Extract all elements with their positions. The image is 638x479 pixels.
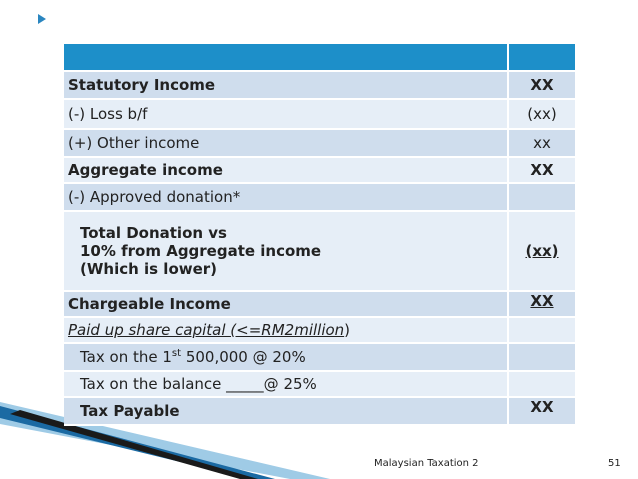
table-row: (-) Approved donation*	[64, 183, 577, 212]
header-cell-right	[508, 44, 577, 72]
table-row: Total Donation vs 10% from Aggregate inc…	[64, 211, 577, 292]
donation-comparison-label: Total Donation vs 10% from Aggregate inc…	[64, 211, 509, 292]
table-row: Tax on the balance _____@ 25%	[64, 371, 577, 398]
table-row: Statutory Income XX	[64, 71, 577, 100]
row-label-sup: st	[171, 348, 182, 359]
tax-computation-table: Statutory Income XX (-) Loss b/f (xx) (+…	[64, 44, 577, 426]
bullet-arrow-icon	[38, 14, 46, 24]
row-label-line: (Which is lower)	[80, 260, 218, 278]
footer-title: Malaysian Taxation 2	[374, 458, 479, 469]
table-header-row	[64, 44, 577, 72]
header-cell-left	[64, 44, 509, 72]
row-value: xx	[508, 129, 577, 158]
table-row: Chargeable Income XX	[64, 291, 577, 318]
row-label-line: 10% from Aggregate income	[80, 242, 322, 260]
row-label: (-) Approved donation*	[64, 183, 509, 212]
table-row: Paid up share capital (<=RM2million)	[64, 317, 577, 344]
tax-first-bracket-label: Tax on the 1st 500,000 @ 20%	[64, 343, 509, 372]
row-label: Chargeable Income	[64, 291, 509, 318]
row-label-tail: )	[344, 321, 351, 339]
row-value	[508, 183, 577, 212]
table-row: Tax on the 1st 500,000 @ 20%	[64, 343, 577, 372]
row-label: Tax Payable	[64, 397, 509, 426]
page-number: 51	[608, 458, 621, 469]
table-row: (+) Other income xx	[64, 129, 577, 158]
row-value: XX	[508, 291, 577, 318]
row-value: (xx)	[508, 99, 577, 130]
row-label: Tax on the 1	[80, 348, 172, 366]
table-row: Aggregate income XX	[64, 157, 577, 184]
row-value: XX	[508, 397, 577, 426]
row-label-post: 500,000 @ 20%	[181, 348, 306, 366]
table-row: Tax Payable XX	[64, 397, 577, 426]
row-label: Statutory Income	[64, 71, 509, 100]
row-value	[508, 371, 577, 398]
share-capital-label: Paid up share capital (<=RM2million)	[64, 317, 509, 344]
row-value: XX	[508, 71, 577, 100]
row-label-line: Total Donation vs	[80, 224, 227, 242]
row-label: (-) Loss b/f	[64, 99, 509, 130]
row-label: Tax on the balance _____@ 25%	[64, 371, 509, 398]
row-value	[508, 343, 577, 372]
left-accent-wedge-black	[10, 410, 258, 479]
row-value: (xx)	[508, 211, 577, 292]
row-value	[508, 317, 577, 344]
row-label: Paid up share capital (<=RM2million	[68, 321, 345, 339]
table-row: (-) Loss b/f (xx)	[64, 99, 577, 130]
row-label: (+) Other income	[64, 129, 509, 158]
row-value: XX	[508, 157, 577, 184]
row-label: Aggregate income	[64, 157, 509, 184]
